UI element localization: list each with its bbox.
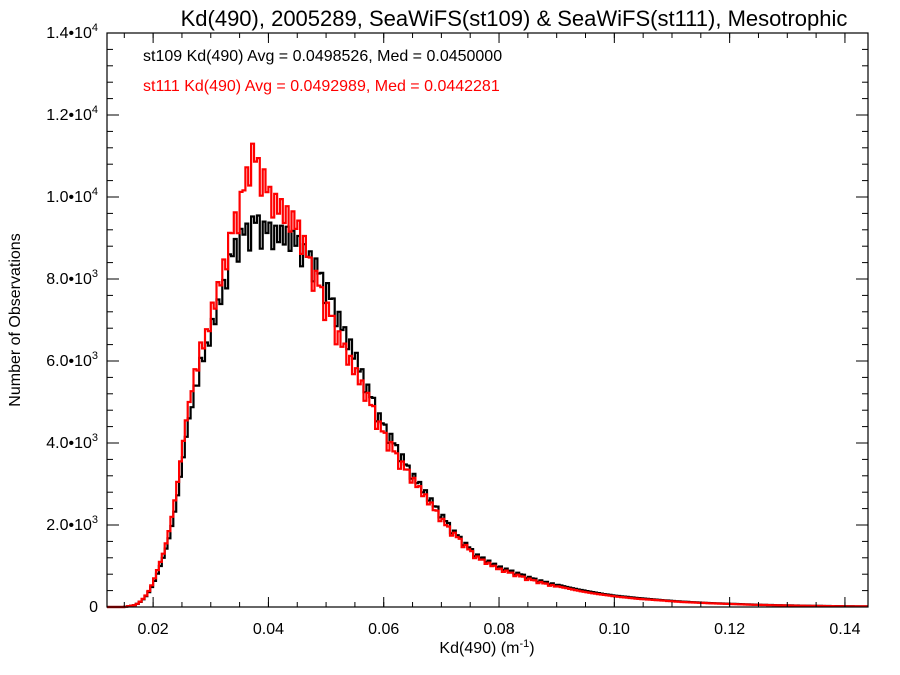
x-tick-label: 0.08 [483,621,514,638]
x-axis-label-close: ) [529,640,534,657]
chart-title: Kd(490), 2005289, SeaWiFS(st109) & SeaWi… [181,6,848,31]
y-tick-mantissa: 6.0•10 [46,353,92,370]
series-st111 [107,142,868,609]
x-tick-label: 0.02 [138,621,169,638]
y-axis: 02.0•1034.0•1036.0•1038.0•1031.0•1041.2•… [46,22,868,616]
x-tick-label: 0.04 [253,621,284,638]
y-tick-exponent: 4 [92,104,98,116]
x-tick-label: 0.06 [368,621,399,638]
y-tick-label: 1.2•104 [46,104,98,124]
y-tick-label: 2.0•103 [46,514,98,534]
annotations: st109 Kd(490) Avg = 0.0498526, Med = 0.0… [143,48,502,95]
y-tick-mantissa: 4.0•10 [46,435,92,452]
series-line-st109 [107,214,868,609]
y-tick-mantissa: 1.0•10 [46,189,92,206]
y-tick-mantissa: 1.4•10 [46,25,92,42]
series-st109 [107,214,868,609]
y-tick-exponent: 3 [92,350,98,362]
y-tick-exponent: 3 [92,432,98,444]
y-tick-mantissa: 0 [89,599,98,616]
y-tick-label: 6.0•103 [46,350,98,370]
x-axis-label-sup: -1 [519,638,529,650]
plot-frame [106,32,869,608]
y-axis-label: Number of Observations [7,233,24,406]
y-tick-exponent: 3 [92,268,98,280]
y-tick-label: 1.4•104 [46,22,98,42]
y-tick-exponent: 3 [92,514,98,526]
x-axis: 0.02 0.04 0.06 0.08 0.10 0.12 0.14 [123,33,861,638]
y-tick-exponent: 4 [92,22,98,34]
y-tick-mantissa: 1.2•10 [46,107,92,124]
y-tick-label: 0 [89,599,98,616]
x-axis-label: Kd(490) (m-1) [439,638,534,657]
x-axis-label-text: Kd(490) (m [439,640,519,657]
annotation-1: st109 Kd(490) Avg = 0.0498526, Med = 0.0… [143,48,502,65]
x-tick-label: 0.14 [829,621,860,638]
series-layer [107,142,868,609]
x-tick-label: 0.12 [714,621,745,638]
x-tick-label: 0.10 [599,621,630,638]
y-tick-label: 4.0•103 [46,432,98,452]
series-line-st111 [107,142,868,609]
y-tick-label: 8.0•103 [46,268,98,288]
y-tick-mantissa: 8.0•10 [46,271,92,288]
y-tick-exponent: 4 [92,186,98,198]
y-tick-mantissa: 2.0•10 [46,517,92,534]
annotation-2: st111 Kd(490) Avg = 0.0492989, Med = 0.0… [143,78,500,95]
y-tick-label: 1.0•104 [46,186,98,206]
